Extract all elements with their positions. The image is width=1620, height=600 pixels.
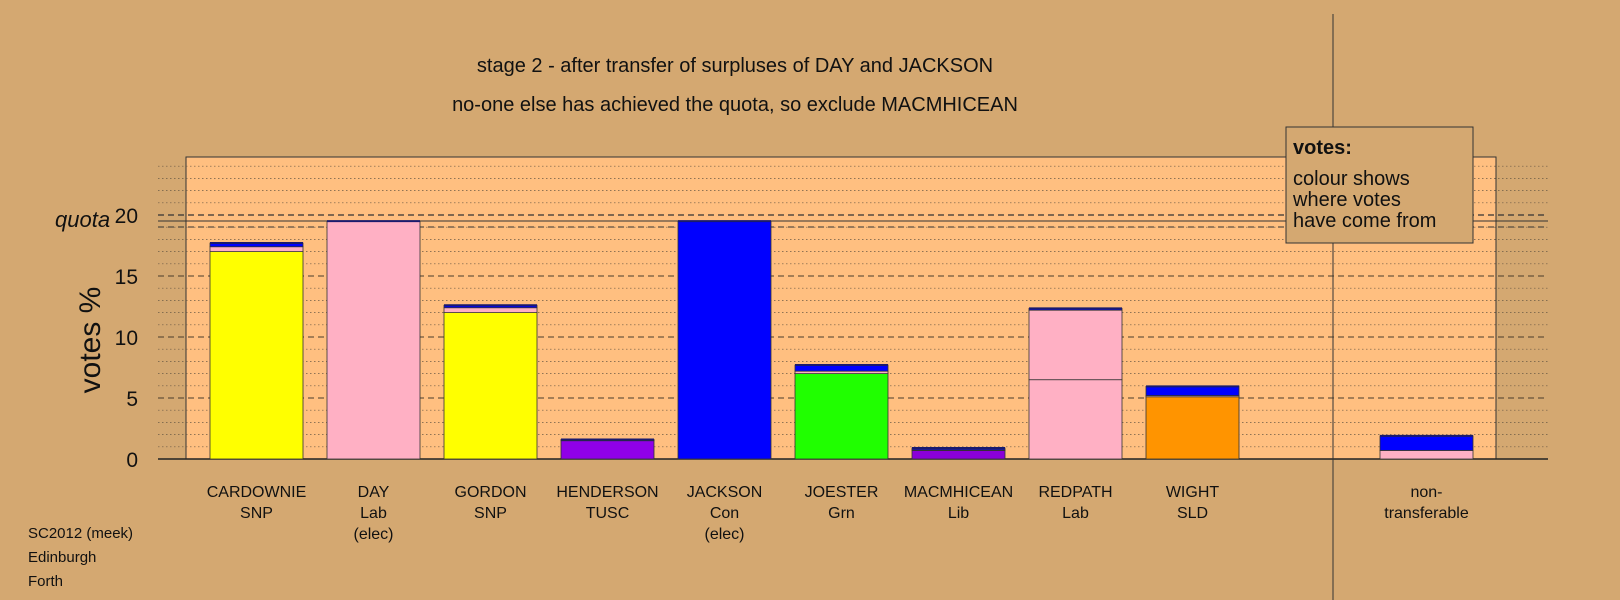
candidate-label: Grn <box>828 505 855 522</box>
chart-title: stage 2 - after transfer of surpluses of… <box>477 55 993 77</box>
bar-wight-segment <box>1145 396 1240 460</box>
y-tick-label: 0 <box>126 449 138 472</box>
y-tick-label: 5 <box>126 388 138 411</box>
legend-line-1: colour shows <box>1293 168 1410 190</box>
candidate-label: JACKSON <box>687 484 763 501</box>
candidate-label: DAY <box>358 484 390 501</box>
candidate-label: TUSC <box>586 505 630 522</box>
y-tick-label: 20 <box>115 205 138 228</box>
nontransferable-label: non- <box>1410 484 1442 501</box>
chart-subtitle: no-one else has achieved the quota, so e… <box>452 94 1018 116</box>
candidate-label: WIGHT <box>1166 484 1220 501</box>
legend-line-2: where votes <box>1292 189 1401 211</box>
candidate-label: (elec) <box>704 526 744 543</box>
footer-council: Edinburgh <box>28 549 97 566</box>
bar-wight-segment <box>1145 386 1240 396</box>
bar-macmhicean-segment <box>911 450 1006 460</box>
candidate-label: GORDON <box>455 484 527 501</box>
candidate-label: REDPATH <box>1038 484 1112 501</box>
bar-jackson-segment <box>677 220 772 460</box>
bar-redpath-segment <box>1028 379 1123 460</box>
footer-ward: Forth <box>28 573 64 590</box>
candidate-label: CARDOWNIE <box>207 484 307 501</box>
y-axis-label: votes % <box>74 287 107 394</box>
candidate-labels: CARDOWNIE SNP DAY Lab (elec) GORDON SNP HENDERS… <box>207 484 1469 543</box>
bar-nontransferable-segment <box>1379 450 1474 460</box>
quota-label: quota <box>55 207 110 232</box>
bar-redpath-segment <box>1028 309 1123 381</box>
candidate-label: MACMHICEAN <box>904 484 1013 501</box>
bar-cardownie-segment <box>209 246 304 253</box>
candidate-label: Lab <box>1062 505 1089 522</box>
bar-joester-segment <box>794 373 889 460</box>
bar-gordon-segment <box>443 307 538 314</box>
bar-henderson-segment <box>560 440 655 460</box>
legend-title: votes: <box>1293 137 1352 159</box>
legend-line-3: have come from <box>1293 210 1436 232</box>
candidate-label: Lab <box>360 505 387 522</box>
y-axis: 0 5 10 15 20 <box>115 205 138 472</box>
nontransferable-label: transferable <box>1384 505 1469 522</box>
candidate-label: SNP <box>474 505 507 522</box>
candidate-label: SLD <box>1177 505 1208 522</box>
candidate-label: Lib <box>948 505 969 522</box>
legend: votes: colour shows where votes have com… <box>1285 126 1474 244</box>
candidate-label: JOESTER <box>805 484 879 501</box>
bar-cardownie-segment <box>209 251 304 460</box>
bar-day-segment <box>326 220 421 460</box>
candidate-label: Con <box>710 505 739 522</box>
y-tick-label: 15 <box>115 266 138 289</box>
candidate-label: HENDERSON <box>556 484 658 501</box>
candidate-label: SNP <box>240 505 273 522</box>
footer-method: SC2012 (meek) <box>28 525 134 542</box>
legend-box <box>1285 126 1474 244</box>
bar-gordon-segment <box>443 312 538 460</box>
y-tick-label: 10 <box>115 327 138 350</box>
bar-nontransferable-segment <box>1379 435 1474 451</box>
candidate-label: (elec) <box>353 526 393 543</box>
bars <box>209 220 1474 460</box>
